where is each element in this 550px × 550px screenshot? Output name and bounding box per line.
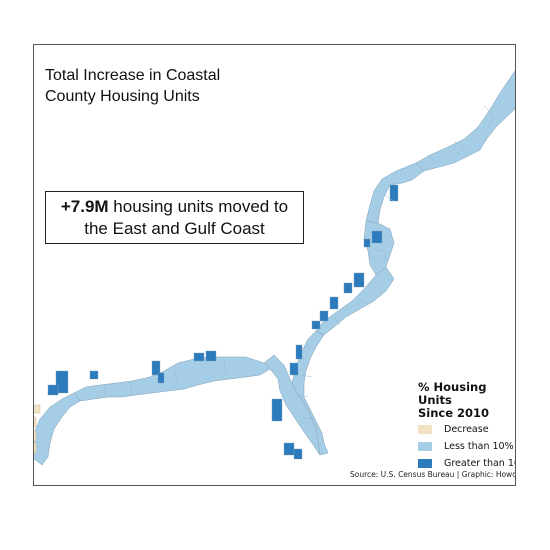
map-title-line1: Total Increase in Coastal (45, 67, 221, 84)
legend-label-decrease: Decrease (444, 424, 489, 435)
region-gulf-central (73, 356, 271, 402)
region-new-england (415, 70, 515, 172)
county (363, 238, 371, 248)
county (289, 362, 299, 376)
legend-title: % Housing Units Since 2010 (418, 381, 514, 420)
county (151, 360, 161, 376)
county-lines (103, 104, 495, 420)
county (34, 416, 37, 428)
county (47, 384, 59, 396)
county (353, 272, 365, 288)
callout-highlight: +7.9M (60, 197, 109, 216)
coastal-county-map (34, 70, 515, 466)
county (319, 310, 329, 322)
source-note: Source: U.S. Census Bureau | Graphic: Ho… (350, 470, 515, 479)
county (329, 296, 339, 310)
county (295, 344, 303, 360)
county (157, 372, 165, 384)
county (55, 370, 69, 394)
county (293, 448, 303, 460)
map-frame: Total Increase in Coastal County Housing… (33, 44, 516, 486)
map-title: Total Increase in Coastal County Housing… (45, 65, 220, 107)
region-texas (34, 392, 81, 466)
county (371, 230, 383, 244)
legend-swatch-decrease (418, 425, 432, 434)
region-carolinas (315, 266, 395, 336)
legend: % Housing Units Since 2010 Decrease Less… (418, 381, 515, 471)
legend-item-greater-than-10: Greater than 10% (418, 456, 515, 471)
county (34, 430, 37, 442)
county (283, 442, 295, 456)
county (193, 352, 205, 362)
coastal-band (34, 70, 515, 466)
callout-box: +7.9M housing units moved to the East an… (45, 191, 304, 244)
legend-item-less-than-10: Less than 10% (418, 439, 514, 454)
county (205, 350, 217, 362)
legend-title-line2: Since 2010 (418, 406, 490, 420)
county (89, 370, 99, 380)
county (34, 442, 37, 454)
legend-title-line1: % Housing Units (418, 380, 487, 407)
legend-swatch-greater-than-10 (418, 459, 432, 468)
map-title-line2: County Housing Units (45, 88, 200, 105)
counties-decrease (34, 404, 41, 454)
county (34, 404, 41, 414)
county (271, 398, 283, 422)
legend-swatch-less-than-10 (418, 442, 432, 451)
callout-line1-rest: housing units moved to (108, 197, 289, 216)
legend-label-less-than-10: Less than 10% (444, 441, 514, 452)
county (389, 184, 399, 202)
county (311, 320, 321, 330)
county (343, 282, 353, 294)
legend-label-greater-than-10: Greater than 10% (444, 458, 515, 469)
region-virginia (363, 220, 395, 276)
legend-item-decrease: Decrease (418, 422, 514, 437)
counties-greater-than-10 (47, 184, 399, 460)
callout-line2: the East and Gulf Coast (84, 219, 265, 238)
callout-line1: +7.9M housing units moved to (46, 196, 303, 218)
